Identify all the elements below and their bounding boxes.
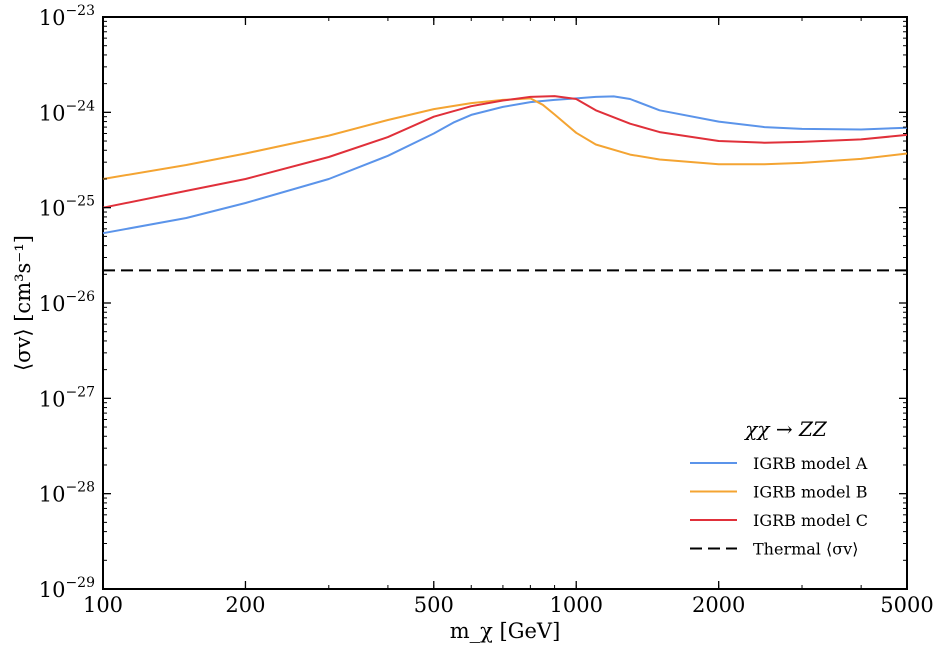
series-layer <box>102 95 908 272</box>
legend-label-1: IGRB model B <box>753 483 867 502</box>
x-tick-label: 100 <box>83 593 123 617</box>
plot-frame <box>102 16 908 590</box>
legend: χχ → ZZ IGRB model A IGRB model B IGRB mod… <box>690 417 868 559</box>
x-tick-label: 2000 <box>692 593 745 617</box>
ticks-layer: 100 200 500 1000 2000 5000 10−29 10−28 10−27 10−2… <box>39 3 934 617</box>
series-line-2 <box>102 95 908 209</box>
x-tick-label: 500 <box>414 593 454 617</box>
y-tick-label: 10−28 <box>39 480 95 507</box>
series-line-1 <box>102 97 908 180</box>
y-tick-label: 10−26 <box>39 289 95 316</box>
y-tick-label: 10−27 <box>39 384 95 411</box>
legend-title: χχ → ZZ <box>743 417 828 441</box>
y-tick-label: 10−29 <box>39 575 95 602</box>
y-tick-label: 10−25 <box>39 194 95 221</box>
legend-label-3: Thermal ⟨σv⟩ <box>753 540 858 559</box>
x-tick-label: 5000 <box>880 593 933 617</box>
x-axis-title: m_χ [GeV] <box>450 619 561 643</box>
legend-label-2: IGRB model C <box>753 511 868 530</box>
y-axis-title: ⟨σv⟩ [cm³s⁻¹] <box>11 235 35 371</box>
series-line-0 <box>102 95 908 235</box>
y-tick-label: 10−23 <box>39 3 95 30</box>
y-tick-label: 10−24 <box>39 98 95 125</box>
legend-label-0: IGRB model A <box>753 454 868 473</box>
x-tick-label: 1000 <box>550 593 603 617</box>
x-tick-label: 200 <box>225 593 265 617</box>
